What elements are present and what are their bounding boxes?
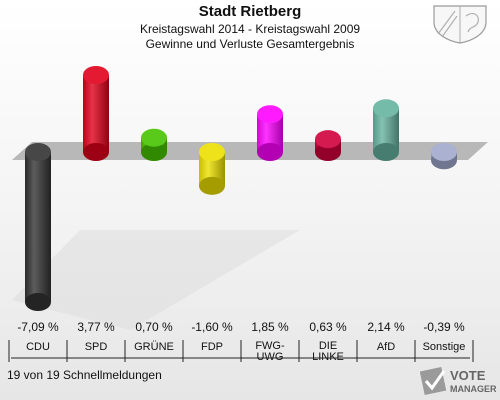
baseline-shadow	[12, 230, 300, 330]
category-label: DIE LINKE	[312, 340, 344, 363]
bar	[373, 99, 399, 161]
votemanager-logo: VOTE MANAGER	[420, 366, 497, 396]
logo-text-manager: MANAGER	[450, 384, 497, 394]
category-label: SPD	[85, 341, 108, 353]
value-label: 0,70 %	[135, 320, 173, 334]
bar	[315, 130, 341, 161]
value-label: 0,63 %	[309, 320, 347, 334]
category-label: AfD	[377, 341, 395, 353]
footer-status: 19 von 19 Schnellmeldungen	[7, 368, 162, 382]
category-label: GRÜNE	[134, 341, 174, 353]
chart-subtitle-2: Gewinne und Verluste Gesamtergebnis	[145, 37, 355, 51]
bar	[25, 143, 51, 311]
bar	[141, 128, 167, 161]
value-label: 1,85 %	[251, 320, 289, 334]
value-label: -7,09 %	[17, 320, 59, 334]
bar	[431, 143, 457, 170]
check-icon	[420, 366, 447, 396]
bar	[199, 143, 225, 195]
value-label: -0,39 %	[423, 320, 465, 334]
value-label: 2,14 %	[367, 320, 405, 334]
chart-title: Stadt Rietberg	[198, 3, 302, 20]
value-label: 3,77 %	[77, 320, 115, 334]
category-label: Sonstige	[423, 341, 466, 353]
baseline-plane	[12, 142, 488, 160]
category-label: FWG-UWG	[255, 340, 285, 363]
chart-subtitle: Kreistagswahl 2014 - Kreistagswahl 2009	[139, 22, 361, 36]
bar	[257, 105, 283, 161]
category-label: CDU	[26, 341, 50, 353]
category-label: FDP	[201, 341, 223, 353]
bar	[83, 66, 109, 161]
logo-text-vote: VOTE	[450, 368, 486, 383]
value-label: -1,60 %	[191, 320, 233, 334]
coat-of-arms-icon	[433, 5, 487, 44]
